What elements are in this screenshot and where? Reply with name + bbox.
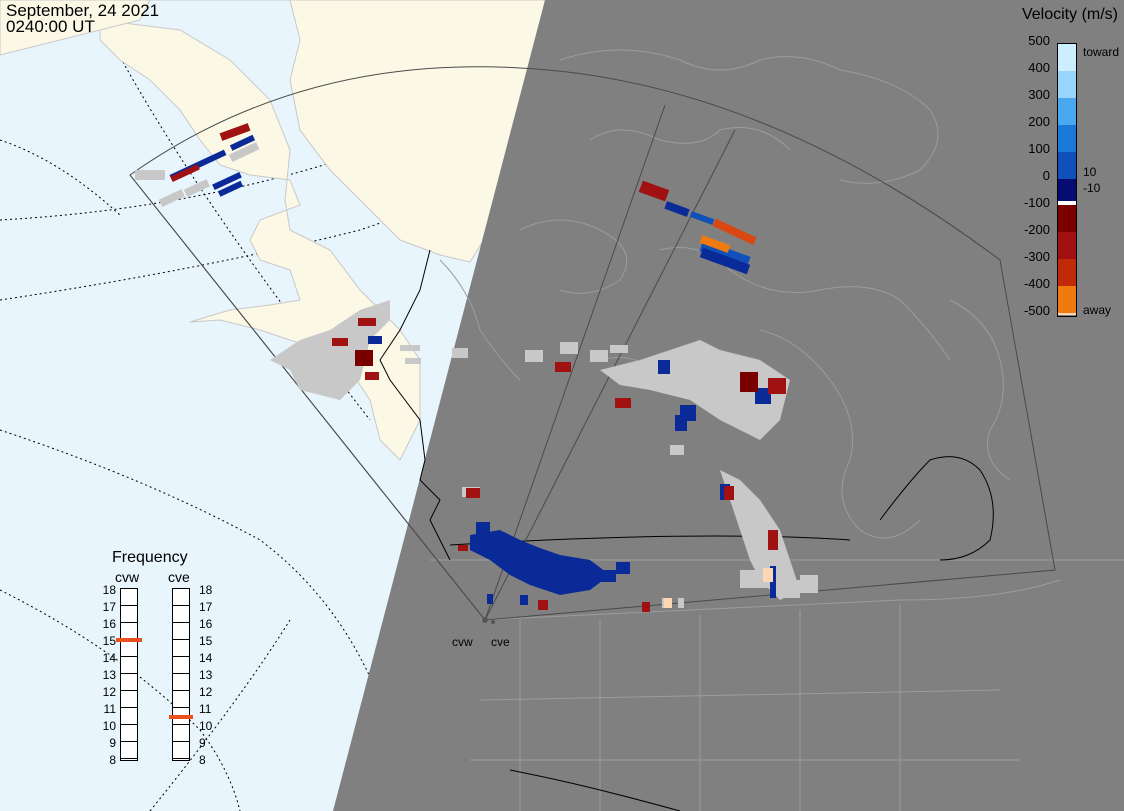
velocity-minus10-label: -10 <box>1083 181 1101 195</box>
frequency-cell <box>173 742 189 759</box>
frequency-cell <box>121 691 137 708</box>
frequency-radar-cvw-label: cvw <box>115 569 140 585</box>
frequency-cell <box>121 674 137 691</box>
frequency-tick: 12 <box>199 685 213 699</box>
frequency-tick: 17 <box>199 600 213 614</box>
frequency-tick: 10 <box>102 719 116 733</box>
frequency-cell <box>121 708 137 725</box>
site-label-cve: cve <box>491 635 510 649</box>
velocity-scale-title: Velocity (m/s) <box>1021 6 1118 23</box>
ground-scatter <box>135 142 818 608</box>
frequency-cell <box>121 742 137 759</box>
frequency-cell <box>173 674 189 691</box>
frequency-tick: 8 <box>199 753 206 767</box>
velocity-color-bar <box>1057 43 1077 317</box>
velocity-plus10-label: 10 <box>1083 165 1097 179</box>
velocity-toward-label: toward <box>1083 45 1120 59</box>
radar-site-cvw <box>482 617 488 623</box>
date-label: September, 24 2021 <box>6 1 160 20</box>
velocity-tick: -300 <box>1023 249 1050 264</box>
frequency-tick: 18 <box>102 583 116 597</box>
frequency-tick: 10 <box>199 719 213 733</box>
frequency-column-cvw <box>120 588 138 761</box>
velocity-tick: 200 <box>1028 114 1050 129</box>
frequency-tick: 16 <box>102 617 116 631</box>
frequency-tick: 16 <box>199 617 213 631</box>
frequency-marker-cve <box>169 714 193 719</box>
frequency-tick: 14 <box>102 651 116 665</box>
frequency-tick: 11 <box>199 702 212 716</box>
velocity-away-label: away <box>1083 303 1112 317</box>
velocity-tick: -200 <box>1023 222 1050 237</box>
velocity-tick: 400 <box>1028 60 1050 75</box>
frequency-tick: 8 <box>109 753 116 767</box>
frequency-tick: 13 <box>102 668 116 682</box>
frequency-tick: 13 <box>199 668 213 682</box>
velocity-tick: -500 <box>1023 303 1050 318</box>
frequency-cell <box>173 640 189 657</box>
frequency-cell <box>173 691 189 708</box>
velocity-away <box>170 123 786 612</box>
velocity-tick: 500 <box>1028 33 1050 48</box>
frequency-tick: 11 <box>103 702 116 716</box>
velocity-tick: -100 <box>1023 195 1050 210</box>
frequency-marker-cvw <box>116 638 142 642</box>
time-label: 0240:00 UT <box>6 17 95 36</box>
frequency-tick: 9 <box>109 736 116 750</box>
velocity-tick: 0 <box>1042 168 1050 183</box>
frequency-cell <box>121 657 137 674</box>
frequency-tick: 9 <box>199 736 206 750</box>
frequency-tick: 12 <box>102 685 116 699</box>
frequency-cell <box>173 606 189 623</box>
frequency-tick: 15 <box>102 634 116 648</box>
frequency-cell <box>173 725 189 742</box>
frequency-cell <box>121 640 137 657</box>
frequency-tick: 15 <box>199 634 213 648</box>
radar-site-cve <box>491 620 495 624</box>
frequency-cell <box>121 589 137 606</box>
frequency-radar-cve-label: cve <box>168 569 190 585</box>
velocity-tick: 300 <box>1028 87 1050 102</box>
frequency-title: Frequency <box>112 549 188 566</box>
frequency-cell <box>121 606 137 623</box>
frequency-tick: 17 <box>102 600 116 614</box>
frequency-cell <box>121 725 137 742</box>
frequency-cell <box>173 623 189 640</box>
frequency-tick: 14 <box>199 651 213 665</box>
frequency-column-cve <box>172 588 190 761</box>
velocity-tick: -400 <box>1023 276 1050 291</box>
frequency-cell <box>173 589 189 606</box>
site-label-cvw: cvw <box>452 635 473 649</box>
frequency-tick: 18 <box>199 583 213 597</box>
frequency-cell <box>173 657 189 674</box>
frequency-cell <box>173 708 189 725</box>
velocity-tick: 100 <box>1028 141 1050 156</box>
